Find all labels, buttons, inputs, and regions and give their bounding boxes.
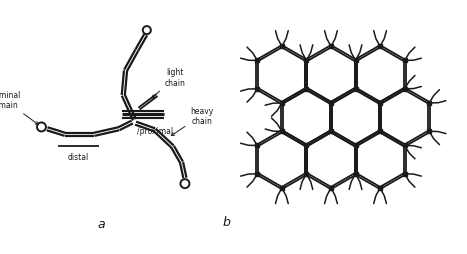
Text: distal: distal bbox=[68, 153, 89, 162]
Text: b: b bbox=[222, 215, 230, 228]
Text: heavy
chain: heavy chain bbox=[171, 106, 213, 136]
Text: a: a bbox=[97, 217, 105, 230]
Text: light
chain: light chain bbox=[152, 68, 185, 99]
Text: /proximal: /proximal bbox=[137, 127, 173, 136]
Text: terminal
domain: terminal domain bbox=[0, 90, 38, 125]
